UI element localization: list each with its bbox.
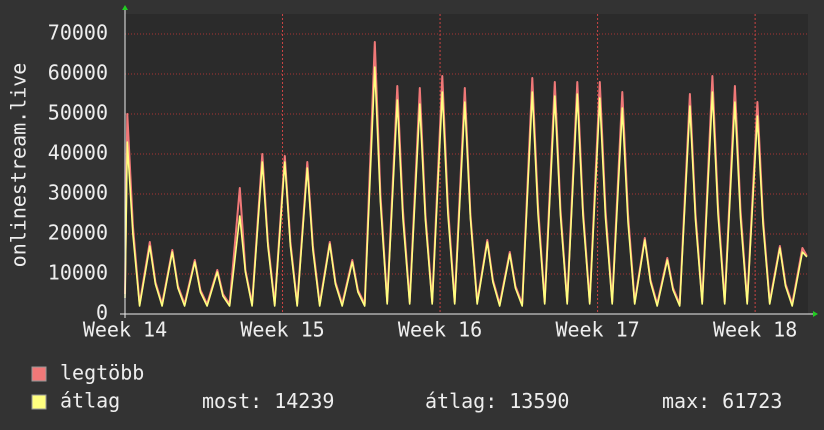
y-tick-label: 30000 bbox=[48, 181, 108, 205]
x-axis-arrow bbox=[813, 311, 818, 317]
stat: átlag: 13590 bbox=[425, 389, 569, 413]
x-tick-label: Week 15 bbox=[240, 318, 324, 342]
y-tick-label: 50000 bbox=[48, 101, 108, 125]
y-tick-label: 60000 bbox=[48, 61, 108, 85]
y-axis-label: onlinestream.live bbox=[7, 63, 31, 268]
y-tick-label: 40000 bbox=[48, 141, 108, 165]
y-axis-arrow bbox=[122, 5, 128, 10]
legend: legtöbb átlag most: 14239 átlag: 13590 max: 617… bbox=[31, 361, 782, 413]
stat: max: 61723 bbox=[662, 389, 782, 413]
legend-swatch bbox=[31, 366, 47, 382]
stat-value: 61723 bbox=[722, 389, 782, 413]
stat-label: most: bbox=[202, 389, 262, 413]
x-tick-label: Week 16 bbox=[398, 318, 482, 342]
stat-label: átlag: bbox=[425, 389, 497, 413]
x-tick-label: Week 17 bbox=[555, 318, 639, 342]
y-tick-label: 70000 bbox=[48, 21, 108, 45]
stat-label: max: bbox=[662, 389, 710, 413]
plot-area bbox=[125, 14, 808, 314]
x-tick-label: Week 18 bbox=[713, 318, 797, 342]
legend-swatch bbox=[31, 394, 47, 410]
stat-value: 14239 bbox=[274, 389, 334, 413]
y-tick-label: 0 bbox=[96, 301, 108, 325]
series-line bbox=[124, 66, 808, 307]
legend-label: átlag bbox=[60, 389, 120, 413]
legend-label: legtöbb bbox=[60, 361, 144, 385]
y-tick-label: 10000 bbox=[48, 261, 108, 285]
y-tick-label: 20000 bbox=[48, 221, 108, 245]
stat: most: 14239 bbox=[202, 389, 334, 413]
stat-value: 13590 bbox=[509, 389, 569, 413]
x-tick-label: Week 14 bbox=[83, 318, 167, 342]
